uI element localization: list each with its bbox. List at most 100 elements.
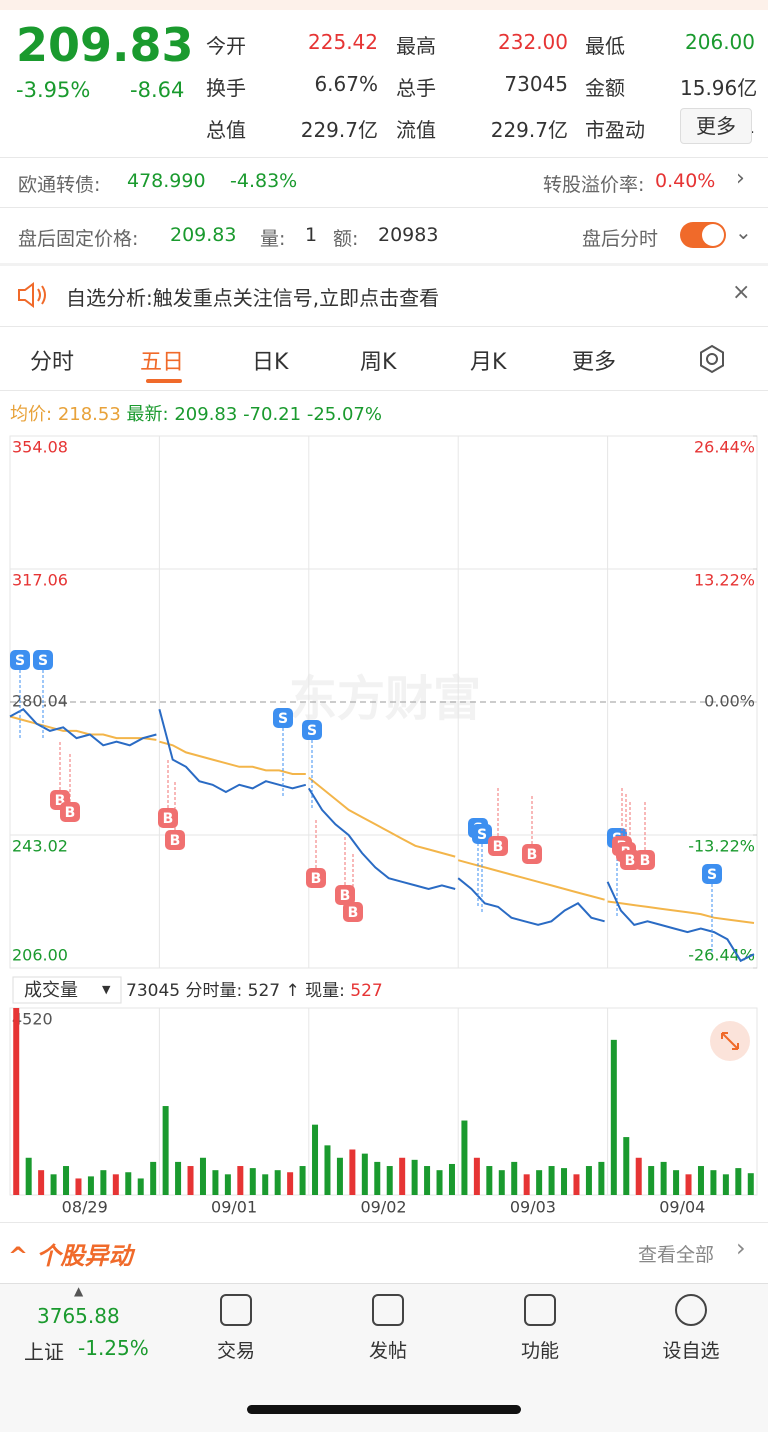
- volume-bar: [561, 1168, 568, 1195]
- price-line: [307, 787, 456, 891]
- field-label: 今开: [206, 34, 246, 58]
- trade-badge: [472, 824, 492, 844]
- trade-badge: [33, 650, 53, 670]
- volume-bar: [386, 1166, 393, 1195]
- volume-bar: [722, 1174, 729, 1195]
- nav-label[interactable]: 功能: [520, 1340, 559, 1362]
- chevron[interactable]: ›: [736, 1234, 746, 1262]
- trade-badge: [702, 864, 722, 884]
- trade-badge: [335, 885, 355, 905]
- last-label: 最新:: [126, 404, 169, 425]
- volume-bar: [87, 1176, 94, 1195]
- trade-label: B: [527, 847, 538, 863]
- y-tick-label: 243.02: [12, 837, 68, 856]
- settings-icon[interactable]: [696, 343, 728, 375]
- nav-icon[interactable]: [220, 1294, 252, 1326]
- volume-bar: [697, 1166, 704, 1195]
- ah-vol: 1: [305, 224, 318, 246]
- nav-label[interactable]: 交易: [216, 1340, 255, 1362]
- nav-icon[interactable]: [675, 1294, 707, 1326]
- avg-line: [457, 859, 605, 901]
- tab[interactable]: 分时: [30, 350, 75, 375]
- volume-bar: [598, 1161, 605, 1195]
- x-tick-label: 09/04: [659, 1198, 705, 1217]
- index-name[interactable]: 上证: [24, 1340, 64, 1364]
- index-value[interactable]: 3765.88: [37, 1304, 120, 1328]
- trade-label: B: [170, 833, 181, 849]
- selector: [12, 976, 122, 1004]
- toggle[interactable]: [680, 222, 726, 248]
- notice[interactable]: 自选分析:触发重点关注信号,立即点击查看: [66, 286, 440, 310]
- volume-bar: [660, 1161, 667, 1195]
- volume-bar: [411, 1159, 418, 1195]
- trade-label: B: [65, 805, 76, 821]
- volume-bar: [175, 1161, 182, 1195]
- movers-title[interactable]: ^ 个股异动: [8, 1242, 133, 1270]
- trade-label: S: [707, 867, 717, 883]
- nav-icon[interactable]: [524, 1294, 556, 1326]
- trade-badge: [60, 802, 80, 822]
- ah-label: 盘后固定价格:: [18, 228, 139, 250]
- field-label: 换手: [206, 76, 246, 100]
- volume-header-part: 73045: [126, 981, 180, 1001]
- field-value: 73045: [504, 72, 568, 96]
- premium[interactable]: 0.40%: [655, 170, 716, 192]
- expand-icon: [721, 1032, 739, 1050]
- volume-bar: [585, 1166, 592, 1195]
- avg-line: [607, 900, 755, 924]
- tab[interactable]: 周K: [360, 350, 397, 375]
- trade-label: B: [348, 905, 359, 921]
- trade-label: B: [55, 793, 66, 809]
- x-tick-label: 09/01: [211, 1198, 257, 1217]
- close[interactable]: ×: [732, 280, 751, 305]
- trade-badge: [306, 868, 326, 888]
- price-line: [158, 709, 307, 794]
- divider: [0, 263, 768, 266]
- field-label: 总值: [206, 118, 246, 142]
- ah-amt: 20983: [378, 224, 439, 246]
- tab[interactable]: 五日: [140, 350, 185, 375]
- trade-label: B: [625, 853, 636, 869]
- trade-badge: [273, 708, 293, 728]
- trade-badge: [522, 844, 542, 864]
- volume-frame: [9, 1007, 758, 1196]
- chevron[interactable]: ›: [736, 166, 745, 191]
- index-change[interactable]: -1.25%: [78, 1336, 149, 1360]
- volume-bar: [237, 1166, 244, 1195]
- volume-bar: [199, 1157, 206, 1195]
- volume-bar: [75, 1178, 82, 1195]
- dropdown[interactable]: ⌄: [735, 220, 752, 244]
- volume-header: 73045 分时量: 527 ↑ 现量: 527: [126, 981, 383, 1001]
- field-label: 总手: [396, 76, 436, 100]
- volume-bar: [623, 1137, 630, 1195]
- x-tick-label: 09/03: [510, 1198, 556, 1217]
- volume-bar: [50, 1174, 57, 1195]
- index-arrow: ▲: [74, 1284, 84, 1298]
- nav-label[interactable]: 设自选: [662, 1340, 720, 1362]
- nav-icon[interactable]: [372, 1294, 404, 1326]
- tab[interactable]: 日K: [252, 350, 289, 375]
- trade-badge: [302, 720, 322, 740]
- tab[interactable]: 月K: [470, 350, 507, 375]
- volume-bar: [448, 1163, 455, 1195]
- volume-header-part: 527: [242, 981, 280, 1001]
- ah-price: 209.83: [170, 224, 237, 246]
- watermark: 东方财富: [289, 671, 481, 727]
- more-button[interactable]: 更多: [680, 108, 752, 144]
- ah-vol-label: 量:: [260, 228, 286, 250]
- volume-bar: [548, 1166, 555, 1195]
- volume-bar: [461, 1120, 468, 1195]
- volume-bar: [137, 1178, 144, 1195]
- volume-bar: [747, 1173, 754, 1195]
- price-line: [606, 881, 755, 963]
- nav-label[interactable]: 发帖: [368, 1340, 407, 1362]
- volume-bar: [100, 1170, 107, 1195]
- movers-link[interactable]: 查看全部: [638, 1244, 715, 1266]
- volume-bar: [710, 1170, 717, 1195]
- divider: [0, 157, 768, 158]
- field-value: 206.00: [685, 30, 755, 54]
- tab[interactable]: 更多: [572, 350, 617, 375]
- x-tick-label: 08/29: [62, 1198, 108, 1217]
- chart: 东方财富 206.00 243.02 280.04 317.06 354.08 -26.44…: [9, 435, 758, 1217]
